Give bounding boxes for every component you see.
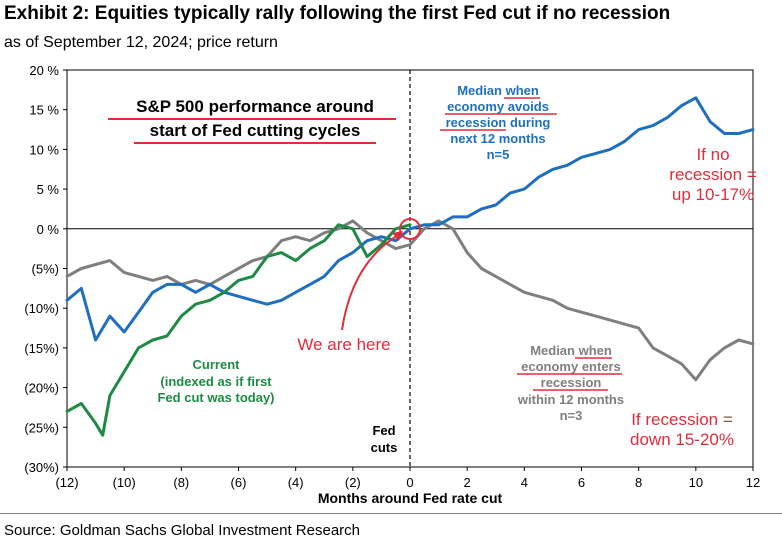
label-line: Current [193,357,241,372]
page-subtitle: as of September 12, 2024; price return [4,34,278,51]
series-layer [65,96,755,437]
series-line-blue [65,96,755,342]
label-line: next 12 months [450,131,545,146]
annotation-underlines [440,97,557,131]
label-line: economy enters [521,359,621,374]
x-tick-label: (2) [345,475,361,490]
y-axis-ticks: 20 % 15 % 10 % 5 % 0 % (5%) (10%) (15%) (20%) (25… [24,63,67,475]
x-tick-label: (12) [55,475,78,490]
no-recession-callout: If no recession = up 10-17% [669,145,756,204]
label-line: Fed [372,423,395,438]
label-line: (indexed as if first [160,374,272,389]
x-tick-label: (10) [113,475,136,490]
label-line: recession during [446,115,551,130]
y-tick-label: 5 % [37,182,60,197]
x-axis-ticks: (12) (10) (8) (6) (4) (2) 0 2 4 6 8 10 12 [55,467,760,490]
label-line: Median when [457,83,539,98]
we-are-here-label: We are here [297,335,390,354]
x-tick-label: 8 [635,475,642,490]
recession-callout: If recession = down 15-20% [630,410,734,449]
series-line-gray [65,219,755,382]
x-tick-label: 0 [406,475,413,490]
x-axis-label: Months around Fed rate cut [318,490,503,506]
we-are-here-arrowhead [392,231,403,241]
x-tick-label: 12 [746,475,760,490]
page-title: Exhibit 2: Equities typically rally foll… [4,3,671,24]
y-tick-label: 20 % [29,63,59,78]
y-tick-label: (5%) [32,262,59,277]
footer-divider [0,513,782,514]
we-are-here-marker [399,218,421,240]
y-tick-label: 10 % [29,142,59,157]
label-line: Fed cut was today) [157,390,274,405]
source-note: Source: Goldman Sachs Global Investment … [4,522,361,539]
label-line: Median when [530,343,612,358]
series-line-green [65,223,412,437]
label-line: down 15-20% [630,430,734,449]
y-tick-label: (30%) [24,460,59,475]
annotation-underlines [517,357,622,391]
label-line: If recession = [631,410,733,429]
current-label: Current (indexed as if first Fed cut was… [157,357,274,405]
x-tick-label: 10 [689,475,703,490]
median-no-recession-label: Median when economy avoids recession dur… [446,83,551,162]
label-line: recession = [669,165,756,184]
x-tick-label: (4) [288,475,304,490]
label-line: If no [696,145,729,164]
label-line: up 10-17% [672,185,754,204]
chart-annotation-title-line2: start of Fed cutting cycles [150,121,361,140]
y-tick-label: 0 % [37,222,60,237]
label-line: n=5 [487,147,510,162]
label-line: n=3 [560,408,583,423]
x-tick-label: 4 [521,475,528,490]
label-line: within 12 months [517,392,624,407]
label-line: cuts [371,440,398,455]
y-tick-label: (10%) [24,301,59,316]
x-tick-label: 6 [578,475,585,490]
chart-annotation-title-line1: S&P 500 performance around [136,97,374,116]
y-tick-label: 15 % [29,103,59,118]
fed-cuts-label: Fed cuts [371,423,398,455]
y-tick-label: (15%) [24,341,59,356]
y-tick-label: (20%) [24,381,59,396]
x-tick-label: (6) [231,475,247,490]
we-are-here-arrow [341,233,401,331]
median-recession-label: Median when economy enters recession wit… [517,343,624,423]
y-tick-label: (25%) [24,420,59,435]
x-tick-label: (8) [173,475,189,490]
label-line: economy avoids [447,99,549,114]
label-line: recession [541,375,602,390]
x-tick-label: 2 [464,475,471,490]
